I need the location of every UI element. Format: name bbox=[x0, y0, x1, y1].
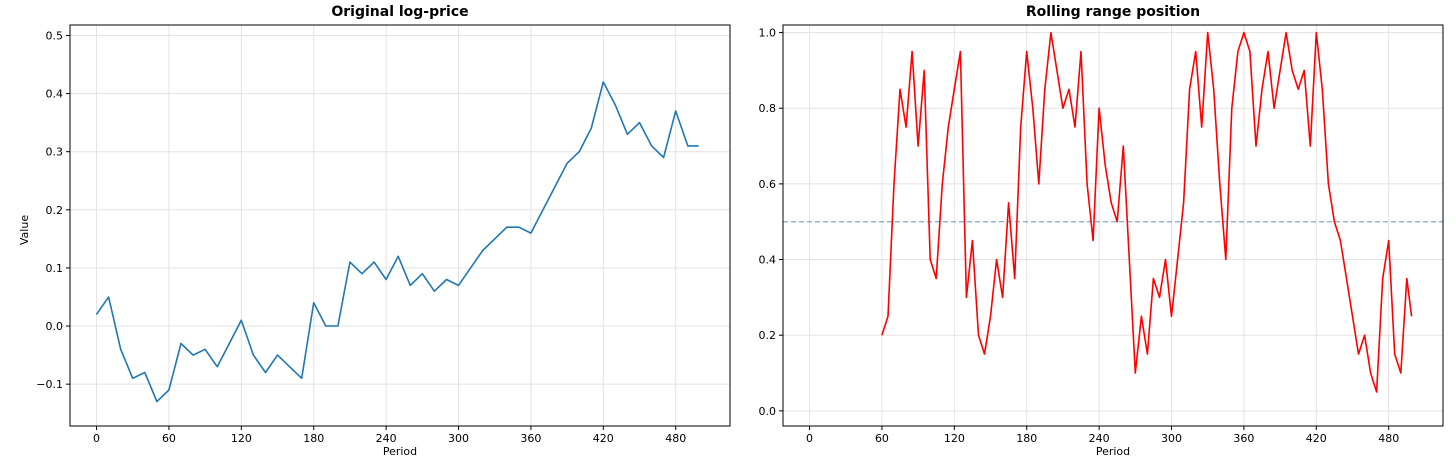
x-tick-label: 0 bbox=[93, 432, 100, 445]
x-tick-label: 480 bbox=[665, 432, 686, 445]
x-tick-label: 120 bbox=[231, 432, 252, 445]
grid bbox=[70, 25, 730, 426]
chart-title: Original log-price bbox=[331, 4, 468, 20]
x-tick-label: 360 bbox=[1233, 432, 1254, 445]
chart-panel-rolling-range: Rolling range position Period 0 60 120 180 2… bbox=[759, 4, 1444, 458]
x-tick-label: 240 bbox=[1089, 432, 1110, 445]
y-tick-label: 0.6 bbox=[759, 178, 777, 191]
y-axis-label: Value bbox=[18, 215, 31, 245]
x-tick-label: 180 bbox=[1016, 432, 1037, 445]
y-tick-label: 0.4 bbox=[759, 254, 777, 267]
x-tick-label: 420 bbox=[593, 432, 614, 445]
series-line bbox=[881, 31, 1413, 393]
x-tick-label: 0 bbox=[806, 432, 813, 445]
y-tick-label: 0.2 bbox=[759, 329, 777, 342]
y-tick-label: 0.3 bbox=[46, 146, 64, 159]
y-tick-label: 0.8 bbox=[759, 102, 777, 115]
y-tick-label: 0.2 bbox=[46, 204, 64, 217]
y-tick-label: 0.0 bbox=[759, 405, 777, 418]
x-axis-label: Period bbox=[383, 445, 417, 458]
y-tick-label: 1.0 bbox=[759, 27, 777, 40]
plot-frame bbox=[782, 24, 1444, 427]
y-tick-label: 0.1 bbox=[46, 262, 64, 275]
series-line bbox=[95, 81, 699, 403]
x-tick-label: 420 bbox=[1306, 432, 1327, 445]
x-tick-label: 60 bbox=[162, 432, 176, 445]
chart-title: Rolling range position bbox=[1026, 4, 1200, 20]
plot-frame bbox=[69, 24, 731, 427]
x-tick-label: 300 bbox=[1161, 432, 1182, 445]
grid bbox=[783, 25, 1443, 426]
y-tick-label: 0.5 bbox=[46, 29, 64, 42]
y-tick-label: 0.0 bbox=[46, 320, 64, 333]
y-tick-label: 0.4 bbox=[46, 88, 64, 101]
x-tick-label: 240 bbox=[376, 432, 397, 445]
y-tick-label: −0.1 bbox=[36, 378, 63, 391]
chart-panel-log-price: Original log-price Period Value 0 60 120 18… bbox=[18, 4, 731, 458]
x-tick-label: 360 bbox=[520, 432, 541, 445]
x-tick-label: 480 bbox=[1378, 432, 1399, 445]
x-tick-label: 180 bbox=[303, 432, 324, 445]
x-axis-label: Period bbox=[1096, 445, 1130, 458]
x-tick-label: 120 bbox=[944, 432, 965, 445]
x-tick-label: 300 bbox=[448, 432, 469, 445]
x-tick-label: 60 bbox=[875, 432, 889, 445]
